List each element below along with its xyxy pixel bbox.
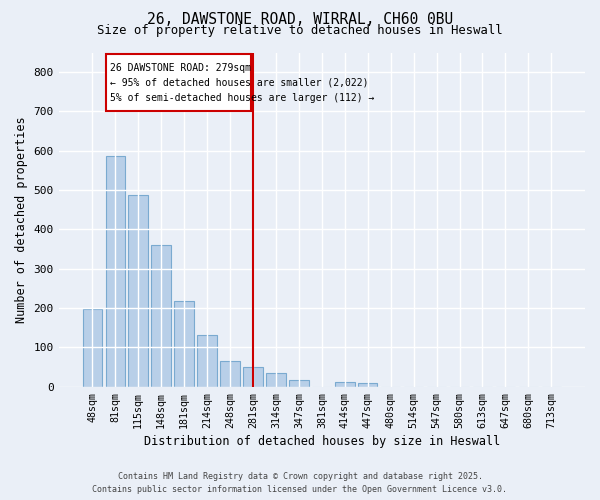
Bar xyxy=(358,383,377,386)
Bar xyxy=(289,380,308,386)
Bar xyxy=(220,361,240,386)
Text: Contains HM Land Registry data © Crown copyright and database right 2025.
Contai: Contains HM Land Registry data © Crown c… xyxy=(92,472,508,494)
Bar xyxy=(197,335,217,386)
Bar xyxy=(335,382,355,386)
Text: Size of property relative to detached houses in Heswall: Size of property relative to detached ho… xyxy=(97,24,503,37)
Bar xyxy=(243,367,263,386)
Text: 26 DAWSTONE ROAD: 279sqm
← 95% of detached houses are smaller (2,022)
5% of semi: 26 DAWSTONE ROAD: 279sqm ← 95% of detach… xyxy=(110,63,374,103)
Bar xyxy=(175,301,194,386)
Text: 26, DAWSTONE ROAD, WIRRAL, CH60 0BU: 26, DAWSTONE ROAD, WIRRAL, CH60 0BU xyxy=(147,12,453,28)
Bar xyxy=(106,156,125,386)
Y-axis label: Number of detached properties: Number of detached properties xyxy=(15,116,28,323)
Bar xyxy=(106,54,251,112)
Bar xyxy=(128,195,148,386)
Bar xyxy=(83,309,102,386)
Bar xyxy=(266,373,286,386)
Bar xyxy=(151,245,171,386)
X-axis label: Distribution of detached houses by size in Heswall: Distribution of detached houses by size … xyxy=(144,434,500,448)
